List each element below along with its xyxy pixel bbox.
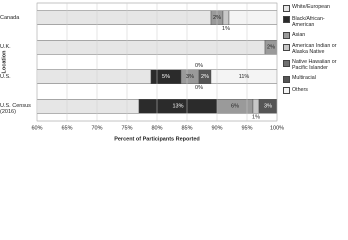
- x-tick-label: 75%: [121, 125, 132, 131]
- y-tick-label: U.K.: [0, 44, 11, 51]
- legend-label: White/European: [292, 4, 330, 10]
- legend-swatch: [283, 32, 290, 39]
- legend-label: Multiracial: [292, 75, 316, 81]
- legend-label: Others: [292, 86, 308, 93]
- data-label: 3%: [186, 74, 194, 80]
- data-label: 11%: [239, 74, 250, 80]
- data-label: 6%: [231, 104, 239, 110]
- x-tick-label: 60%: [31, 125, 42, 131]
- x-tick-label: 95%: [241, 125, 252, 131]
- x-tick-label: 90%: [211, 125, 222, 131]
- x-tick-label: 100%: [270, 125, 284, 131]
- data-label: 2%: [213, 15, 221, 21]
- legend-swatch: [283, 43, 290, 51]
- y-tick-label: U.S.: [0, 73, 11, 80]
- data-label: 2%: [201, 74, 209, 80]
- x-tick-label: 70%: [91, 125, 102, 131]
- legend-swatch: [283, 75, 290, 83]
- legend-swatch: [283, 4, 290, 12]
- data-label: 5%: [162, 74, 170, 80]
- bars: [37, 10, 277, 114]
- chart: Percent of Participants Reported Locatio…: [0, 2, 347, 142]
- bar-segment: [210, 69, 277, 84]
- legend-label: Native Hawaiian or Pacific Islander: [292, 59, 337, 71]
- bar-segment: [258, 99, 277, 114]
- legend-item: American Indian or Alaska Native: [283, 43, 347, 55]
- legend-label: American Indian or Alaska Native: [292, 43, 337, 55]
- data-label: 13%: [172, 104, 183, 110]
- data-label: 1%: [252, 115, 260, 121]
- bar-segment: [37, 40, 266, 55]
- data-label: 0%: [195, 63, 203, 69]
- legend-swatch: [283, 59, 290, 67]
- legend-item: White/European: [283, 4, 347, 12]
- legend-item: Multiracial: [283, 75, 347, 83]
- bar-segment: [252, 99, 260, 114]
- legend-swatch: [283, 16, 290, 23]
- bar-segment: [264, 40, 277, 55]
- plot: Percent of Participants Reported Locatio…: [1, 2, 284, 142]
- data-label: 1%: [222, 26, 230, 32]
- legend-swatch: [283, 87, 290, 94]
- y-axis-label: Location: [1, 50, 7, 74]
- legend-item: Others: [283, 86, 347, 94]
- data-label: 0%: [195, 85, 203, 91]
- x-axis-label: Percent of Participants Reported: [114, 136, 200, 142]
- y-tick-label: Canada: [0, 14, 20, 21]
- x-tick-label: 65%: [61, 125, 72, 131]
- legend-item: Native Hawaiian or Pacific Islander: [283, 59, 347, 71]
- legend: White/European Black/African-American Asia…: [283, 4, 347, 98]
- x-tick-label: 80%: [151, 125, 162, 131]
- legend-item: Asian: [283, 31, 347, 39]
- legend-label: Asian: [292, 31, 306, 38]
- bar-segment: [228, 10, 277, 25]
- legend-item: Black/African-American: [283, 16, 347, 28]
- bar-segment: [222, 10, 230, 25]
- x-tick-label: 85%: [181, 125, 192, 131]
- data-label: 3%: [264, 104, 272, 110]
- legend-label: Black/African-American: [292, 15, 325, 28]
- data-label: 2%: [267, 45, 275, 51]
- y-tick-label: U.S. Census (2016): [0, 103, 31, 116]
